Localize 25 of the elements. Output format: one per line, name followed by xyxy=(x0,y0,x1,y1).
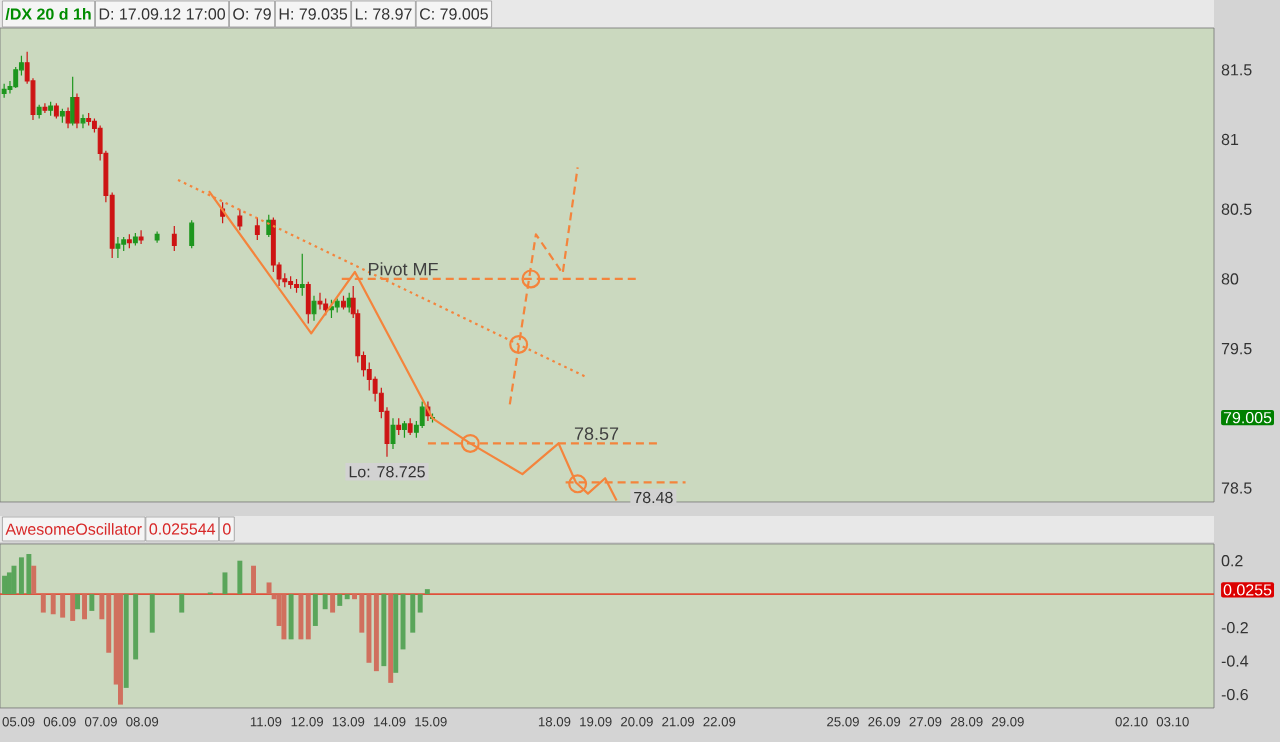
y-tick-label: -0.6 xyxy=(1221,688,1248,701)
y-tick-label: 79.005 xyxy=(1223,411,1272,424)
chart-title: AwesomeOscillator xyxy=(5,523,142,535)
text: 0 xyxy=(223,523,231,535)
y-tick-label: 81 xyxy=(1221,133,1239,146)
annotation: 78.57 xyxy=(574,427,619,441)
y-tick-label: 80 xyxy=(1221,273,1239,285)
y-tick-label: 79.5 xyxy=(1221,342,1252,355)
y-tick-label: -0.4 xyxy=(1221,655,1249,667)
annotation: Lo: 78.725 xyxy=(349,466,425,478)
text: D: 17.09.12 17:00 xyxy=(99,8,226,20)
chart-title: /DX 20 d 1h xyxy=(5,8,91,20)
text: H: 79.035 xyxy=(279,8,348,20)
text: O: 79 xyxy=(233,8,271,20)
y-tick-label: -0.2 xyxy=(1221,621,1248,634)
y-tick-label: 80.5 xyxy=(1221,203,1252,215)
y-tick-label: 78.5 xyxy=(1221,482,1252,494)
y-tick-label: 0.2 xyxy=(1221,555,1243,567)
text: 0.025544 xyxy=(149,523,216,535)
annotation: Pivot MF xyxy=(368,262,438,276)
y-tick-label: 81.5 xyxy=(1221,64,1252,76)
text: C: 79.005 xyxy=(420,8,488,20)
annotation: 78.48 xyxy=(634,491,673,504)
y-tick-label: 0.0255 xyxy=(1223,584,1272,596)
text: L: 78.97 xyxy=(355,8,412,20)
